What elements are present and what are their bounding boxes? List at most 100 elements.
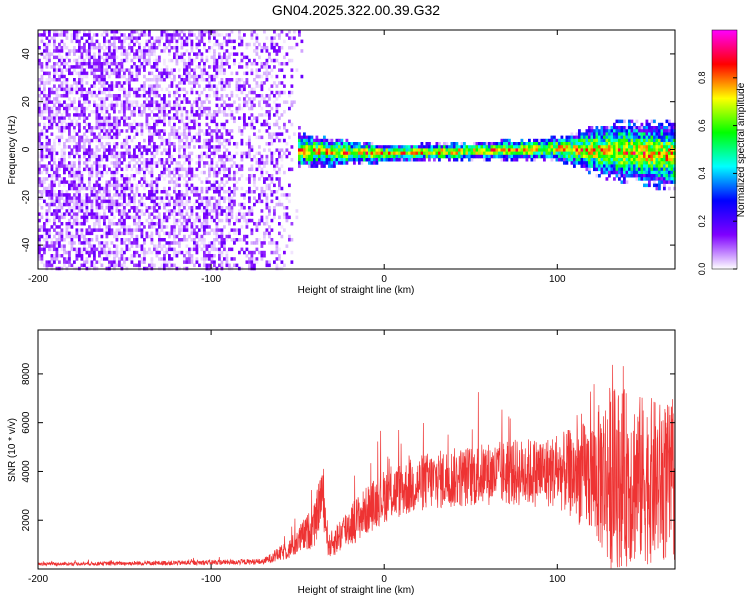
spectrogram-cell	[145, 158, 149, 162]
spectrogram-cell	[250, 218, 254, 223]
spectrogram-cell	[78, 209, 81, 213]
spectrogram-cell	[98, 106, 101, 111]
spectrogram-cell	[53, 90, 56, 95]
spectrogram-cell	[270, 132, 274, 136]
spectrogram-cell	[410, 158, 414, 162]
spectrogram-cell	[168, 110, 171, 114]
spectrogram-cell	[193, 100, 196, 104]
spectrogram-cell	[205, 177, 209, 181]
spectrogram-cell	[178, 148, 181, 152]
spectrogram-cell	[310, 142, 314, 146]
spectrogram-cell	[128, 238, 131, 242]
spectrogram-cell	[268, 142, 271, 146]
spectrogram-cell	[170, 84, 174, 88]
spectrogram-cell	[45, 30, 49, 34]
spectrogram-cell	[198, 161, 201, 165]
spectrogram-cell	[218, 55, 221, 60]
spectrogram-cell	[63, 129, 66, 133]
spectrogram-cell	[205, 225, 209, 229]
spectrogram-cell	[218, 186, 221, 191]
spectrogram-cell	[608, 132, 611, 136]
spectrogram-cell	[98, 202, 101, 207]
spectrogram-cell	[40, 151, 44, 156]
spectrogram-cell	[223, 138, 226, 143]
spectrogram-cell	[555, 151, 559, 156]
spectrogram-cell	[38, 87, 41, 92]
spectrogram-cell	[603, 158, 606, 162]
spectrogram-cell	[55, 87, 59, 92]
spectrogram-cell	[38, 250, 41, 255]
spectrogram-cell	[178, 142, 181, 146]
spectrogram-cell	[40, 257, 44, 261]
spectrogram-cell	[98, 196, 101, 200]
spectrogram-cell	[65, 260, 69, 264]
spectrogram-cell	[353, 158, 356, 162]
spectrogram-cell	[150, 52, 154, 56]
spectrogram-cell	[135, 30, 139, 34]
spectrogram-cell	[78, 174, 81, 178]
spectrogram-cell	[135, 94, 139, 98]
spectrogram-cell	[135, 68, 139, 72]
spectrogram-cell	[153, 145, 156, 149]
spectrogram-cell	[223, 100, 226, 104]
spectrogram-cell	[133, 52, 136, 56]
spectrogram-cell	[115, 71, 119, 76]
spectrogram-cell	[270, 199, 274, 204]
spectrogram-cell	[128, 103, 131, 108]
spectrogram-cell	[555, 145, 559, 149]
spectrogram-cell	[40, 164, 44, 168]
spectrogram-cell	[78, 254, 81, 258]
spectrogram-cell	[150, 263, 154, 268]
spectrogram-cell	[190, 81, 194, 85]
spectrogram-cell	[140, 103, 144, 108]
spectrogram-cell	[93, 46, 96, 50]
spectrogram-cell	[55, 199, 59, 204]
spectrogram-cell	[603, 135, 606, 140]
spectrogram-cell	[253, 103, 256, 108]
spectrogram-cell	[70, 135, 74, 140]
spectrogram-cell	[235, 151, 239, 156]
spectrogram-cell	[113, 161, 116, 165]
spectrogram-cell	[185, 36, 189, 40]
spectrogram-cell	[125, 228, 129, 232]
spectrogram-cell	[93, 62, 96, 66]
spectrogram-cell	[218, 81, 221, 85]
spectrogram-cell	[118, 263, 121, 268]
spectrogram-cell	[195, 190, 199, 194]
spectrogram-cell	[183, 52, 186, 56]
spectrogram-cell	[165, 33, 169, 37]
spectrogram-cell	[48, 42, 51, 47]
spectrogram-cell	[378, 158, 381, 162]
spectrogram-cell	[130, 58, 134, 63]
spectrogram-cell	[598, 142, 601, 146]
spectrogram-cell	[180, 215, 184, 220]
spectrogram-cell	[160, 161, 164, 165]
spectrogram-cell	[40, 260, 44, 264]
spectrogram-cell	[60, 87, 64, 92]
spectrogram-cell	[98, 138, 101, 143]
spectrogram-cell	[243, 55, 246, 60]
spectrogram-cell	[338, 145, 341, 149]
spectrogram-cell	[53, 84, 56, 88]
spectrogram-cell	[233, 183, 236, 188]
spectrogram-cell	[110, 62, 114, 66]
spectrogram-cell	[95, 218, 99, 223]
spectrogram-cell	[233, 257, 236, 261]
spectrogram-cell	[205, 138, 209, 143]
spectrogram-cell	[178, 138, 181, 143]
spectrogram-cell	[208, 94, 211, 98]
spectrogram-cell	[83, 74, 86, 79]
spectrogram-cell	[158, 94, 161, 98]
spectrogram-cell	[118, 129, 121, 133]
spectrogram-cell	[215, 202, 219, 207]
spectrogram-cell	[153, 94, 156, 98]
spectrogram-cell	[548, 154, 551, 159]
spectrogram-cell	[213, 254, 216, 258]
spectrogram-cell	[230, 158, 234, 162]
spectrogram-cell	[158, 202, 161, 207]
spectrogram-cell	[115, 254, 119, 258]
spectrogram-cell	[138, 218, 141, 223]
spectrogram-cell	[225, 49, 229, 53]
spectrogram-cell	[193, 263, 196, 268]
spectrogram-cell	[608, 164, 611, 168]
